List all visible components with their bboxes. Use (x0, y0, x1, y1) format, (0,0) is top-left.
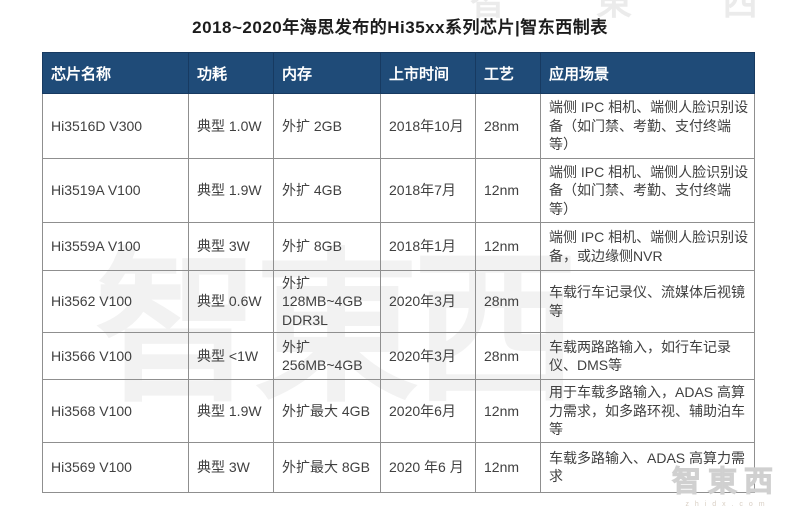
cell-chip-name: Hi3562 V100 (42, 269, 189, 334)
cell-power: 典型 1.9W (188, 158, 274, 223)
table-row: Hi3516D V300 典型 1.0W 外扩 2GB 2018年10月 28n… (42, 93, 755, 159)
table-row: Hi3569 V100 典型 3W 外扩最大 8GB 2020 年6 月 12n… (42, 441, 755, 493)
cell-power: 典型 3W (188, 441, 274, 493)
cell-launch-date: 2020 年6 月 (380, 441, 476, 493)
cell-chip-name: Hi3569 V100 (42, 441, 189, 493)
corner-watermark-subtext: z h i d x . c o m (685, 501, 767, 508)
cell-memory: 外扩 2GB (273, 93, 381, 159)
header-process: 工艺 (475, 52, 541, 94)
table-header-row: 芯片名称 功耗 内存 上市时间 工艺 应用场景 (42, 52, 755, 94)
table-row: Hi3562 V100 典型 0.6W 外扩 128MB~4GB DDR3L 2… (42, 269, 755, 334)
cell-application: 端侧 IPC 相机、端侧人脸识别设备（如门禁、考勤、支付终端等） (540, 158, 755, 223)
page-title: 2018~2020年海思发布的Hi35xx系列芯片|智东西制表 (192, 18, 608, 37)
cell-chip-name: Hi3568 V100 (42, 379, 189, 443)
cell-chip-name: Hi3566 V100 (42, 332, 189, 381)
cell-launch-date: 2020年6月 (380, 379, 476, 443)
cell-chip-name: Hi3519A V100 (42, 158, 189, 223)
cell-application: 车载两路路输入，如行车记录仪、DMS等 (540, 332, 755, 381)
cell-application: 端侧 IPC 相机、端侧人脸识别设备，或边缘侧NVR (540, 222, 755, 271)
cell-application: 车载多路输入、ADAS 高算力需求 (540, 441, 755, 493)
cell-power: 典型 1.0W (188, 93, 274, 159)
cell-launch-date: 2018年7月 (380, 158, 476, 223)
header-memory: 内存 (273, 52, 381, 94)
cell-chip-name: Hi3516D V300 (42, 93, 189, 159)
cell-launch-date: 2018年1月 (380, 222, 476, 271)
chip-table: 芯片名称 功耗 内存 上市时间 工艺 应用场景 Hi3516D V300 典型 … (42, 52, 755, 493)
cell-memory: 外扩 128MB~4GB DDR3L (273, 269, 381, 334)
cell-application: 用于车载多路输入，ADAS 高算力需求，如多路环视、辅助泊车等 (540, 379, 755, 443)
cell-chip-name: Hi3559A V100 (42, 222, 189, 271)
header-application: 应用场景 (540, 52, 755, 94)
table-row: Hi3519A V100 典型 1.9W 外扩 4GB 2018年7月 12nm… (42, 158, 755, 223)
cell-memory: 外扩 8GB (273, 222, 381, 271)
cell-process: 28nm (475, 332, 541, 381)
cell-launch-date: 2018年10月 (380, 93, 476, 159)
cell-launch-date: 2020年3月 (380, 269, 476, 334)
cell-application: 端侧 IPC 相机、端侧人脸识别设备（如门禁、考勤、支付终端等） (540, 93, 755, 159)
cell-memory: 外扩最大 8GB (273, 441, 381, 493)
cell-memory: 外扩 4GB (273, 158, 381, 223)
cell-process: 12nm (475, 379, 541, 443)
cell-launch-date: 2020年3月 (380, 332, 476, 381)
table-row: Hi3566 V100 典型 <1W 外扩 256MB~4GB 2020年3月 … (42, 332, 755, 381)
cell-memory: 外扩最大 4GB (273, 379, 381, 443)
cell-process: 28nm (475, 93, 541, 159)
header-power: 功耗 (188, 52, 274, 94)
cell-application: 车载行车记录仪、流媒体后视镜等 (540, 269, 755, 334)
header-chip-name: 芯片名称 (42, 52, 189, 94)
cell-memory: 外扩 256MB~4GB (273, 332, 381, 381)
header-launch-date: 上市时间 (380, 52, 476, 94)
cell-process: 28nm (475, 269, 541, 334)
cell-power: 典型 0.6W (188, 269, 274, 334)
table-row: Hi3559A V100 典型 3W 外扩 8GB 2018年1月 12nm 端… (42, 222, 755, 271)
cell-process: 12nm (475, 441, 541, 493)
cell-process: 12nm (475, 222, 541, 271)
cell-process: 12nm (475, 158, 541, 223)
table-row: Hi3568 V100 典型 1.9W 外扩最大 4GB 2020年6月 12n… (42, 379, 755, 443)
cell-power: 典型 <1W (188, 332, 274, 381)
cell-power: 典型 1.9W (188, 379, 274, 443)
cell-power: 典型 3W (188, 222, 274, 271)
